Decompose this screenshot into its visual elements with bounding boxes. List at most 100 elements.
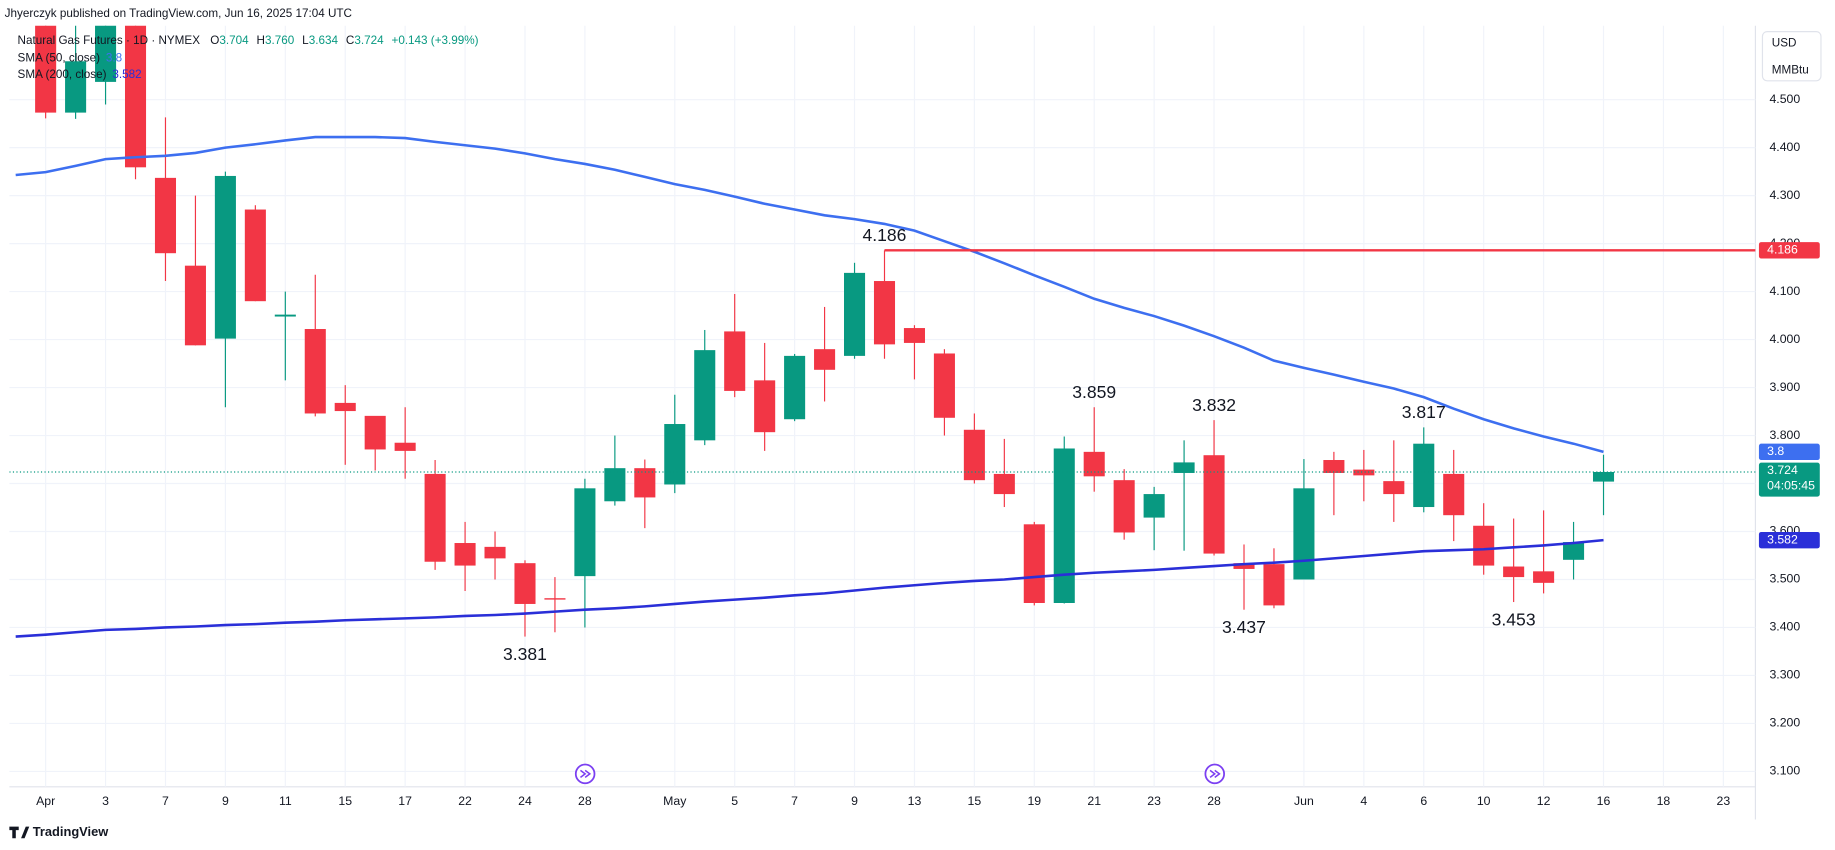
sma-price-tag-bg xyxy=(1758,531,1820,549)
ohlc-value: 3.760 xyxy=(265,34,295,47)
y-tick-label: 4.000 xyxy=(1769,332,1800,346)
ohlc-key: H xyxy=(257,34,265,47)
logo xyxy=(9,826,30,839)
x-tick-label: 11 xyxy=(279,794,292,808)
x-tick-label: 28 xyxy=(1207,794,1221,808)
candle-body xyxy=(1413,443,1435,508)
candle-body xyxy=(1143,494,1165,518)
x-tick-label: 10 xyxy=(1477,794,1491,808)
x-tick-label: 17 xyxy=(398,794,412,808)
x-tick-label: 7 xyxy=(791,794,798,808)
x-tick-label: 4 xyxy=(1360,794,1367,808)
overlay: 3.1003.2003.3003.4003.5003.6003.7003.800… xyxy=(36,92,1820,808)
countdown: 04:05:45 xyxy=(1767,478,1815,492)
unit-box[interactable] xyxy=(1761,31,1822,82)
y-tick-label: 4.400 xyxy=(1769,140,1800,154)
ohlc-value: 3.704 xyxy=(219,34,249,47)
candle-body xyxy=(1473,525,1495,566)
x-tick-label: 18 xyxy=(1657,794,1671,808)
candle-body xyxy=(65,61,87,113)
legend-value: 3.8 xyxy=(106,52,122,65)
candle-body xyxy=(304,329,326,414)
candle-body xyxy=(873,281,896,345)
candle-body xyxy=(784,355,806,420)
event-icon[interactable] xyxy=(574,763,596,785)
x-tick-label: 15 xyxy=(338,794,352,808)
x-tick-label: May xyxy=(663,794,687,808)
candle-body xyxy=(1083,451,1105,477)
candle-body xyxy=(1173,462,1195,473)
event-icon[interactable] xyxy=(1204,763,1225,785)
candle-body xyxy=(1383,481,1405,495)
symbol-legend: Natural Gas Futures · 1D · NYMEX O3.704 … xyxy=(18,34,479,47)
candle-body xyxy=(963,429,985,481)
x-tick-label: 23 xyxy=(1717,794,1731,808)
x-tick-label: 9 xyxy=(222,794,229,808)
sma-price-tag: 3.582 xyxy=(1767,532,1798,546)
candle-body xyxy=(424,473,446,562)
candle-body xyxy=(1263,564,1285,606)
sma-price-tag: 3.8 xyxy=(1767,444,1784,458)
legend-name: SMA (50, close) xyxy=(18,52,101,65)
sma-line xyxy=(15,538,1604,638)
ohlc-key: C xyxy=(346,34,354,47)
x-tick-label: 28 xyxy=(578,794,592,808)
footer-brand: TradingView xyxy=(33,824,109,839)
legend-entry: SMA (200, close) 3.582 xyxy=(18,68,142,81)
level-price-tag: 4.186 xyxy=(1767,243,1798,257)
candle-body xyxy=(933,353,955,418)
y-tick-label: 3.400 xyxy=(1769,620,1800,634)
candle-body xyxy=(544,598,566,600)
candle-body xyxy=(1592,472,1615,482)
candle-body xyxy=(514,563,536,604)
unit: MMBtu xyxy=(1772,63,1809,76)
x-tick-label: 15 xyxy=(968,794,982,808)
candle-body xyxy=(1113,480,1135,533)
y-tick-label: 4.300 xyxy=(1769,188,1800,202)
price-annotation: 3.832 xyxy=(1192,395,1236,415)
candle-body xyxy=(1323,460,1345,473)
candle-body xyxy=(1443,473,1465,516)
x-tick-label: 9 xyxy=(851,794,858,808)
x-tick-label: 23 xyxy=(1147,794,1161,808)
sma-price-tag-bg xyxy=(1758,443,1820,461)
x-tick-label: 22 xyxy=(458,794,472,808)
ohlc-key: O xyxy=(210,34,219,47)
price-annotation: 3.859 xyxy=(1072,382,1116,402)
plot-area xyxy=(9,25,1756,638)
y-tick-label: 3.800 xyxy=(1769,428,1800,442)
change: +0.143 (+3.99%) xyxy=(392,34,479,47)
candle-body xyxy=(214,175,236,339)
legend-value: 3.582 xyxy=(112,68,141,81)
x-tick-label: 16 xyxy=(1597,794,1611,808)
candle-body xyxy=(154,177,177,254)
price-annotation: 3.453 xyxy=(1492,609,1536,629)
y-tick-label: 4.500 xyxy=(1769,92,1800,106)
candle-body xyxy=(184,265,206,346)
candle-body xyxy=(574,488,596,577)
last-price-tag-bg xyxy=(1758,462,1820,497)
candle-body xyxy=(1203,455,1225,554)
candle-body xyxy=(334,402,356,412)
candle-body xyxy=(1353,469,1375,476)
candle-body xyxy=(364,415,386,450)
candle-body xyxy=(1053,448,1075,603)
y-tick-label: 3.100 xyxy=(1769,764,1800,778)
x-tick-label: 3 xyxy=(102,794,109,808)
x-tick-label: 21 xyxy=(1087,794,1101,808)
candle-body xyxy=(664,424,686,485)
candle-body xyxy=(993,473,1015,495)
candle-body xyxy=(1533,571,1555,583)
candle-body xyxy=(454,543,476,566)
y-tick-label: 3.900 xyxy=(1769,380,1800,394)
candle-body xyxy=(274,314,296,317)
candle-body xyxy=(754,380,776,433)
price-annotation: 4.186 xyxy=(863,225,907,245)
candle-body xyxy=(244,209,266,302)
x-tick-label: 7 xyxy=(162,794,169,808)
candle-body xyxy=(604,468,626,502)
candle-body xyxy=(394,442,416,451)
y-tick-label: 3.500 xyxy=(1769,572,1800,586)
